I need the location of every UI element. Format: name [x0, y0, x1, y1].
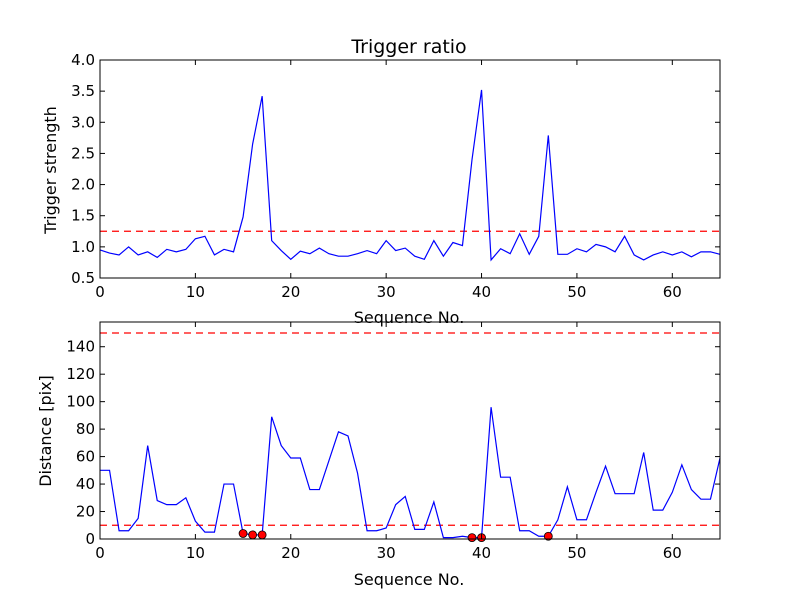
bottom-xtick-label-6: 60 — [663, 544, 682, 562]
bottom-marker-3 — [467, 533, 477, 543]
bottom-ytick-label-3: 60 — [76, 448, 95, 466]
top-series-line — [99, 89, 721, 262]
top-ytick-label-6: 3.5 — [71, 82, 95, 100]
bottom-ytick-label-4: 80 — [76, 420, 95, 438]
top-plot-area — [99, 89, 721, 262]
bottom-plot-area — [100, 332, 721, 543]
top-ytick-label-4: 2.5 — [71, 144, 95, 162]
bottom-axes-frame — [99, 321, 721, 540]
bottom-marker-1 — [248, 530, 258, 540]
bottom-ytick-label-6: 120 — [66, 365, 95, 383]
bottom-y-ticks: 0 20 40 60 80 100 120 140 — [66, 338, 720, 548]
bottom-ytick-label-7: 140 — [66, 338, 95, 356]
bottom-marker-5 — [543, 531, 553, 541]
bottom-xtick-label-5: 50 — [567, 544, 586, 562]
bottom-series-line — [100, 407, 721, 539]
top-xtick-label-5: 50 — [567, 283, 586, 301]
bottom-chart: 0 10 20 30 40 50 60 0 20 40 60 80 100 120 140 Sequenc… — [36, 321, 721, 589]
top-ytick-label-0: 0.5 — [71, 269, 95, 287]
top-xtick-label-1: 10 — [186, 283, 205, 301]
top-x-ticks: 0 10 20 30 40 50 60 — [95, 60, 682, 301]
top-xtick-label-4: 40 — [472, 283, 491, 301]
top-xtick-label-3: 30 — [377, 283, 396, 301]
top-y-axis-label: Trigger strength — [41, 106, 60, 235]
bottom-ytick-label-2: 40 — [76, 475, 95, 493]
bottom-xtick-label-4: 40 — [472, 544, 491, 562]
top-axes-frame — [99, 59, 721, 279]
top-y-ticks: 0.5 1.0 1.5 2.0 2.5 3.0 3.5 4.0 — [71, 51, 720, 287]
bottom-xtick-label-3: 30 — [377, 544, 396, 562]
bottom-xtick-label-2: 20 — [281, 544, 300, 562]
bottom-xtick-label-1: 10 — [186, 544, 205, 562]
top-xtick-label-6: 60 — [663, 283, 682, 301]
top-ytick-label-1: 1.0 — [71, 238, 95, 256]
bottom-ytick-label-5: 100 — [66, 393, 95, 411]
top-ytick-label-5: 3.0 — [71, 113, 95, 131]
top-xtick-label-2: 20 — [281, 283, 300, 301]
top-ytick-label-2: 1.5 — [71, 207, 95, 225]
bottom-x-axis-label: Sequence No. — [354, 570, 465, 589]
bottom-ytick-label-0: 0 — [85, 530, 95, 548]
top-ytick-label-3: 2.0 — [71, 176, 95, 194]
bottom-marker-2 — [257, 530, 267, 540]
bottom-ytick-label-1: 20 — [76, 503, 95, 521]
top-ytick-label-7: 4.0 — [71, 51, 95, 69]
top-chart: Trigger ratio 0 10 20 30 40 50 60 0.5 1.0 1.5 2.0… — [41, 36, 721, 327]
top-chart-title: Trigger ratio — [350, 36, 466, 58]
bottom-marker-0 — [238, 529, 248, 538]
top-xtick-label-0: 0 — [95, 283, 105, 301]
bottom-xtick-label-0: 0 — [95, 544, 105, 562]
bottom-x-ticks: 0 10 20 30 40 50 60 — [95, 322, 682, 562]
bottom-y-axis-label: Distance [pix] — [36, 375, 55, 487]
top-x-axis-label: Sequence No. — [354, 308, 465, 327]
